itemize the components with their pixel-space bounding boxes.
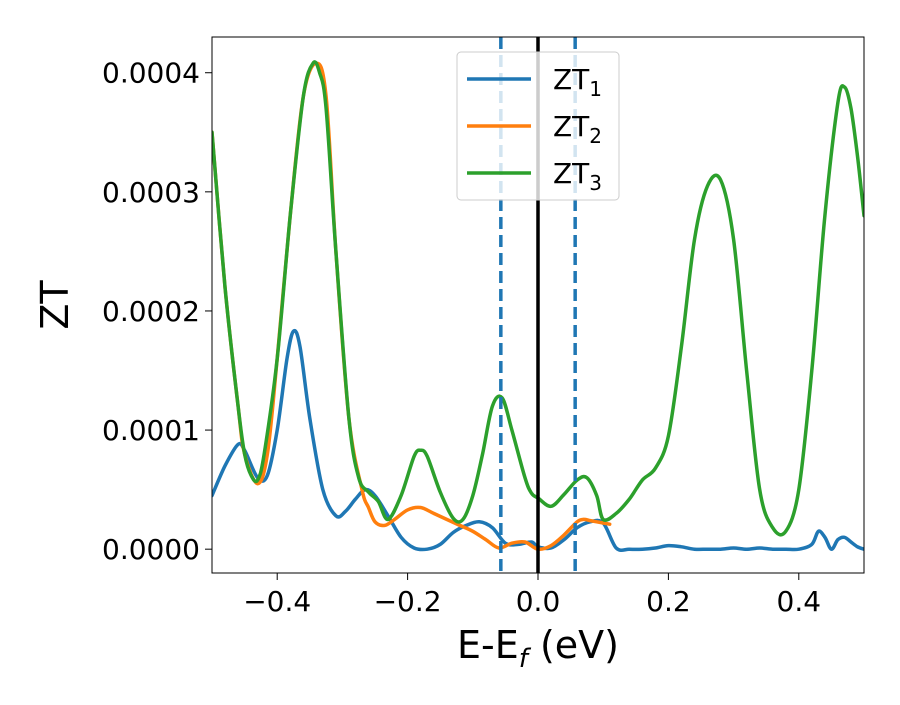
x-tick-label: −0.4 <box>243 585 311 618</box>
legend-label-zt1: ZT1 <box>553 63 602 101</box>
y-tick-label: 0.0002 <box>102 295 200 328</box>
series-line-zt3 <box>212 60 864 537</box>
x-tick-label: 0.4 <box>777 585 822 618</box>
legend-label-zt3: ZT3 <box>553 157 602 195</box>
x-tick-label: −0.2 <box>374 585 442 618</box>
x-axis-title: E-Ef (eV) <box>457 623 619 674</box>
legend-box <box>456 51 620 201</box>
y-axis-title: ZT <box>33 280 77 330</box>
y-tick-label: 0.0004 <box>102 57 200 90</box>
x-axis-ticks: −0.4 −0.2 0.0 0.2 0.4 <box>243 573 821 618</box>
y-tick-label: 0.0003 <box>102 176 200 209</box>
x-tick-label: 0.2 <box>646 585 691 618</box>
y-tick-label: 0.0001 <box>102 414 200 447</box>
y-axis-ticks: 0.0000 0.0001 0.0002 0.0003 0.0004 <box>102 57 212 566</box>
legend-label-zt2: ZT2 <box>553 110 602 148</box>
y-tick-label: 0.0000 <box>102 533 200 566</box>
x-tick-label: 0.0 <box>516 585 561 618</box>
legend: ZT1 ZT2 ZT3 <box>456 51 620 201</box>
